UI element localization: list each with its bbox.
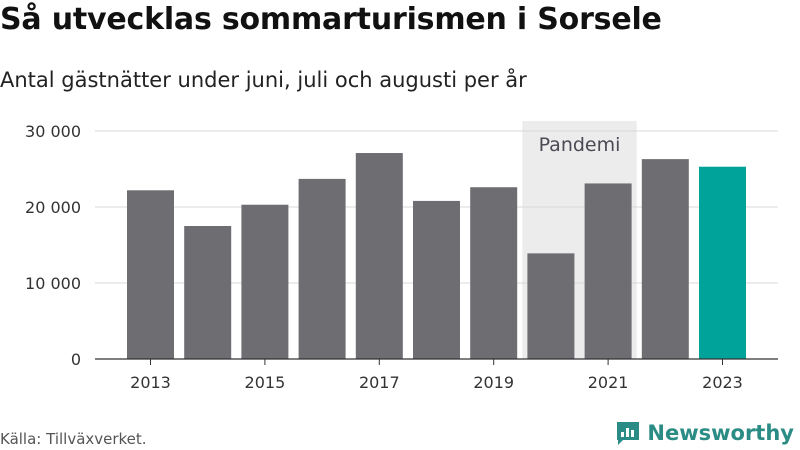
- bar-2019: [470, 187, 518, 359]
- bar-2021: [584, 183, 632, 359]
- bar-chart: 0 10 000 20 000 30 000 2013 2015 2017 2019 2021 2…: [25, 121, 778, 392]
- x-tick-label: 2021: [588, 373, 629, 392]
- y-tick-label: 20 000: [25, 198, 81, 217]
- y-tick-label: 0: [71, 350, 81, 369]
- brand-logo: Newsworthy: [615, 420, 794, 446]
- chart-title: Så utvecklas sommarturismen i Sorsele: [0, 2, 662, 37]
- x-tick-label: 2023: [702, 373, 743, 392]
- source-note: Källa: Tillväxverket.: [0, 430, 147, 448]
- bar-2018: [413, 200, 460, 359]
- bar-2013: [127, 190, 174, 359]
- bar-2015: [241, 204, 289, 359]
- bar-2023: [699, 166, 746, 359]
- bar-2016: [298, 178, 346, 359]
- y-tick-label: 10 000: [25, 274, 81, 293]
- bar-2022: [641, 159, 689, 359]
- brand-name: Newsworthy: [647, 421, 794, 445]
- x-tick-label: 2013: [130, 373, 171, 392]
- x-tick-label: 2017: [359, 373, 400, 392]
- pandemic-label: Pandemi: [539, 134, 621, 156]
- x-tick-label: 2015: [245, 373, 286, 392]
- y-tick-label: 30 000: [25, 122, 81, 141]
- newsworthy-logo-icon: [617, 422, 640, 445]
- bar-2017: [355, 153, 403, 359]
- bar-2014: [184, 226, 232, 359]
- chart-subtitle: Antal gästnätter under juni, juli och au…: [0, 68, 527, 92]
- bar-2020: [527, 253, 575, 359]
- x-tick-label: 2019: [473, 373, 514, 392]
